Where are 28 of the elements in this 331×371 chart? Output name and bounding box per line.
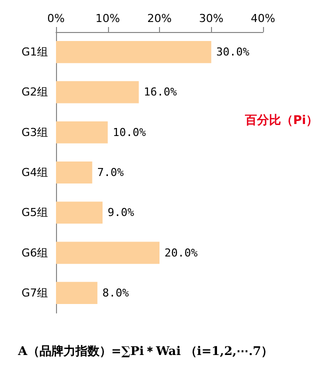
data-label: 9.0% [108, 206, 134, 220]
bar [56, 242, 160, 264]
bar [56, 202, 103, 224]
x-tick-label: 30% [199, 12, 224, 25]
data-label: 7.0% [97, 166, 124, 179]
x-tick-label: 20% [147, 12, 172, 25]
y-tick-label: G6组 [21, 246, 48, 260]
y-tick-label: G5组 [21, 206, 48, 220]
x-tick-label: 40% [250, 12, 276, 25]
y-tick-label: G1组 [21, 46, 48, 59]
bar [56, 121, 108, 144]
y-tick-label: G3组 [21, 126, 48, 139]
data-label: 20.0% [164, 246, 198, 260]
x-tick-label: 10% [96, 12, 120, 25]
y-tick-label: G2组 [21, 86, 48, 99]
data-label: 30.0% [216, 46, 250, 59]
x-tick-label: 0% [47, 12, 65, 25]
bar [56, 41, 212, 64]
data-label: 16.0% [144, 86, 178, 99]
data-label: 8.0% [102, 286, 130, 300]
y-tick-label: G7组 [21, 286, 48, 300]
bar [56, 282, 98, 304]
bar [56, 161, 92, 184]
text: 百分比（Pi） [244, 113, 318, 127]
text: A（品牌力指数）=∑Pi＊Wai （i=1,2,⋯.7） [17, 344, 274, 358]
data-label: 10.0% [112, 126, 146, 139]
bar [56, 81, 139, 104]
y-tick-label: G4组 [21, 166, 48, 179]
